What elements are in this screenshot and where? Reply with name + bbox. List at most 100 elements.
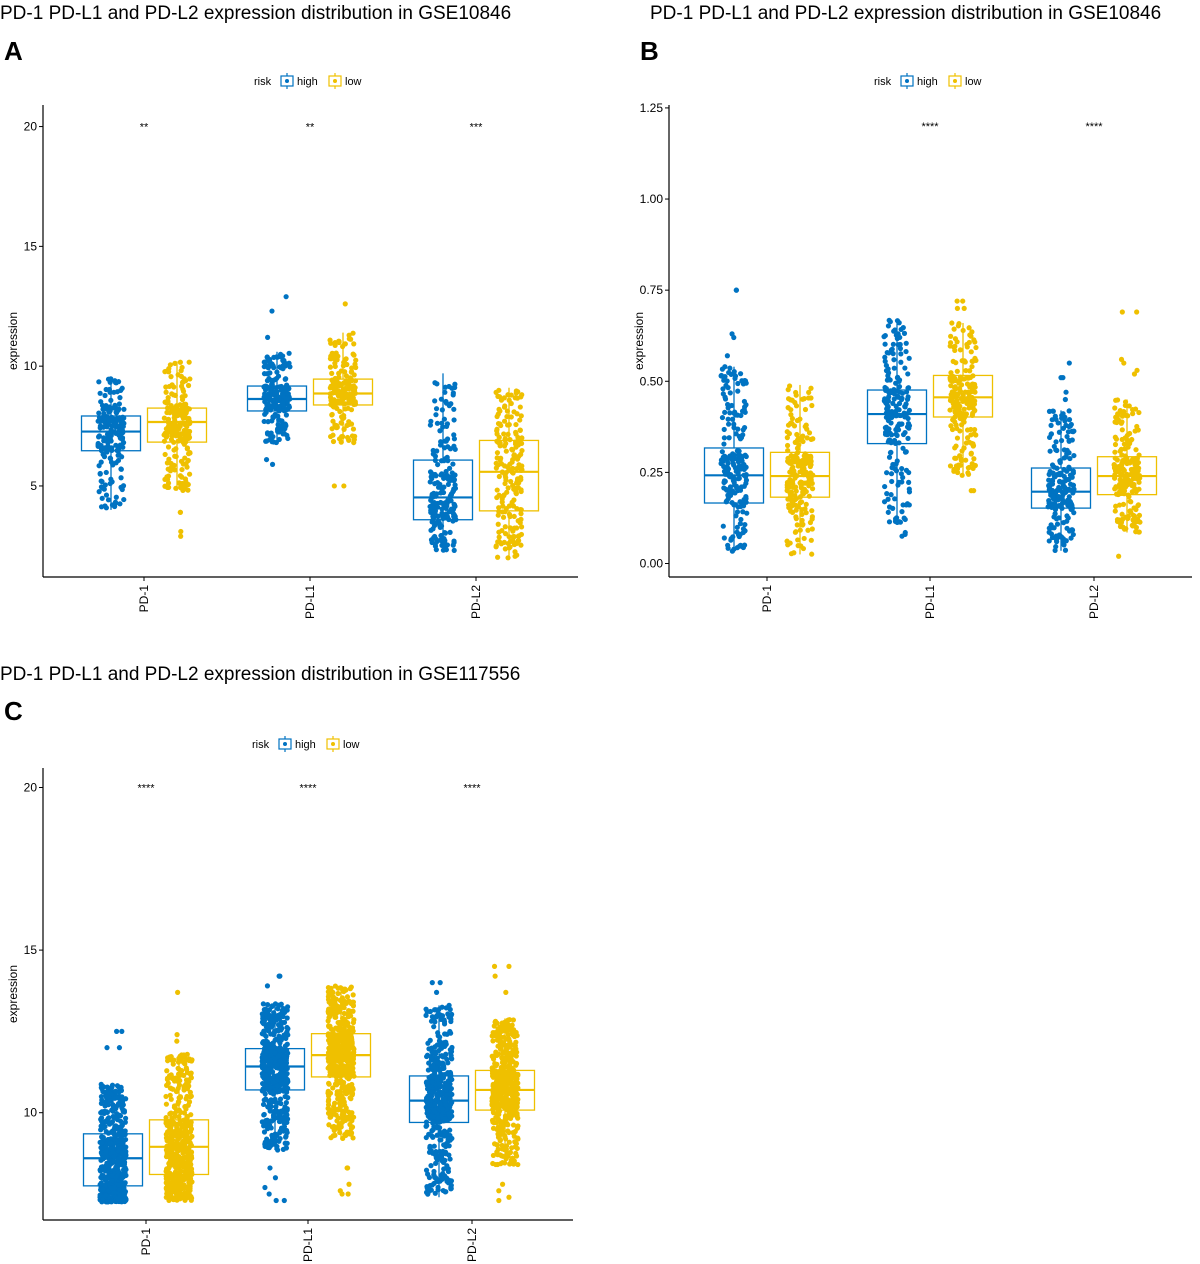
data-point [283, 412, 289, 418]
data-point [326, 1097, 332, 1103]
data-point [885, 323, 892, 329]
data-point [958, 458, 965, 464]
data-point [172, 406, 178, 412]
data-point [1052, 413, 1058, 419]
jitter-points [261, 294, 293, 467]
data-point-outlier [331, 483, 337, 489]
data-point [333, 388, 339, 394]
data-point [121, 496, 127, 503]
data-point [1134, 475, 1140, 482]
data-point [785, 422, 792, 428]
data-point [1116, 502, 1123, 508]
data-point [186, 359, 192, 365]
data-point [263, 1010, 269, 1017]
data-point [896, 384, 903, 390]
data-point [179, 396, 186, 403]
jitter-points [718, 287, 750, 554]
data-point [350, 1019, 357, 1026]
data-point [444, 475, 450, 481]
data-point [117, 415, 123, 421]
significance-label: *** [470, 122, 484, 134]
data-point [353, 364, 359, 371]
data-point [277, 1070, 283, 1077]
y-tick-label: 15 [24, 239, 38, 253]
data-point [499, 499, 505, 505]
data-point [342, 357, 348, 363]
box-pd-1-high [82, 1028, 144, 1205]
data-point [514, 525, 520, 531]
data-point [450, 511, 457, 517]
data-point [1119, 490, 1125, 496]
data-point [451, 417, 457, 423]
data-point [118, 1124, 124, 1130]
data-point [167, 1092, 173, 1098]
data-point [1046, 408, 1053, 414]
data-point [518, 524, 525, 530]
data-point [805, 527, 811, 533]
data-point [969, 412, 975, 419]
data-point [435, 1033, 441, 1039]
data-point [1121, 526, 1128, 532]
box-pd-l1-high [244, 973, 306, 1204]
data-point [277, 1096, 284, 1102]
data-point [442, 389, 448, 395]
data-point [105, 1102, 112, 1108]
data-point [799, 461, 806, 467]
data-point [171, 447, 177, 453]
data-point [1066, 464, 1072, 470]
data-point [905, 385, 911, 391]
data-point [106, 386, 113, 393]
data-point [336, 370, 342, 376]
data-point [722, 396, 729, 402]
data-point [1123, 484, 1129, 490]
data-point [1058, 534, 1064, 540]
data-point [788, 412, 794, 418]
data-point [512, 429, 519, 436]
data-point [432, 1175, 439, 1181]
data-point [432, 1101, 438, 1107]
data-point [278, 1037, 284, 1043]
data-point-outlier [1119, 309, 1125, 315]
data-point [332, 340, 338, 346]
data-point-outlier [281, 1197, 287, 1204]
data-point [1114, 457, 1120, 463]
data-point [884, 491, 890, 497]
data-point [352, 378, 359, 384]
data-point [507, 437, 513, 443]
data-point [261, 1018, 268, 1024]
data-point [271, 1030, 277, 1036]
data-point [446, 1014, 452, 1020]
data-point [730, 534, 736, 540]
data-point [119, 427, 125, 433]
data-point [97, 390, 103, 396]
data-point [810, 472, 816, 478]
data-point [441, 475, 447, 481]
data-point [284, 1015, 290, 1021]
legend-key-point [331, 742, 335, 746]
data-point [1058, 437, 1065, 444]
data-point [896, 440, 902, 446]
data-point [1070, 486, 1076, 493]
data-point [885, 366, 891, 372]
data-point [804, 435, 810, 441]
chart-title: PD-1 PD-L1 and PD-L2 expression distribu… [650, 3, 1161, 24]
data-point [103, 1148, 109, 1154]
data-point [900, 474, 906, 481]
data-point [955, 323, 961, 329]
data-point [276, 1088, 283, 1094]
data-point [784, 442, 791, 449]
data-point [493, 543, 499, 549]
data-point [1049, 462, 1056, 468]
data-point [1071, 510, 1077, 516]
data-point [263, 438, 269, 444]
data-point [327, 394, 334, 400]
data-point [446, 465, 453, 471]
data-point [505, 431, 511, 437]
data-point [261, 384, 267, 390]
data-point [725, 542, 731, 548]
data-point [348, 336, 354, 342]
data-point [107, 456, 114, 462]
data-point [906, 355, 912, 361]
data-point [431, 1168, 437, 1175]
data-point [188, 1197, 194, 1203]
